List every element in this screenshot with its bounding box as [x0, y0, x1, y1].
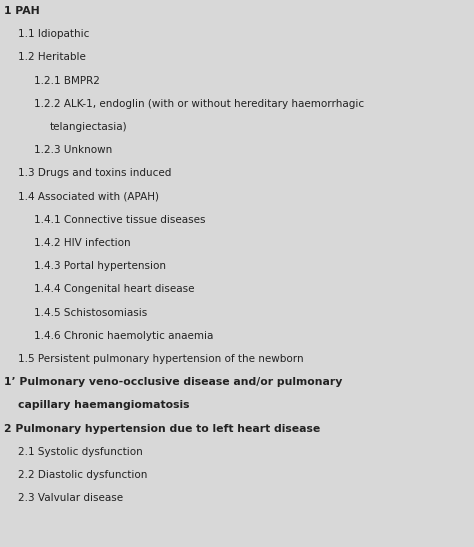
Text: 1.4.2 HIV infection: 1.4.2 HIV infection — [34, 238, 131, 248]
Text: 1.4 Associated with (APAH): 1.4 Associated with (APAH) — [18, 191, 159, 202]
Text: 1.3 Drugs and toxins induced: 1.3 Drugs and toxins induced — [18, 168, 172, 178]
Text: 1.2.3 Unknown: 1.2.3 Unknown — [34, 145, 112, 155]
Text: 2 Pulmonary hypertension due to left heart disease: 2 Pulmonary hypertension due to left hea… — [4, 423, 320, 434]
Text: 1.4.4 Congenital heart disease: 1.4.4 Congenital heart disease — [34, 284, 194, 294]
Text: telangiectasia): telangiectasia) — [50, 122, 128, 132]
Text: 1.2.1 BMPR2: 1.2.1 BMPR2 — [34, 75, 100, 85]
Text: 1.4.6 Chronic haemolytic anaemia: 1.4.6 Chronic haemolytic anaemia — [34, 331, 213, 341]
Text: capillary haemangiomatosis: capillary haemangiomatosis — [18, 400, 190, 410]
Text: 1.2.2 ALK-1, endoglin (with or without hereditary haemorrhagic: 1.2.2 ALK-1, endoglin (with or without h… — [34, 99, 364, 109]
Text: 1.5 Persistent pulmonary hypertension of the newborn: 1.5 Persistent pulmonary hypertension of… — [18, 354, 304, 364]
Text: 1.4.1 Connective tissue diseases: 1.4.1 Connective tissue diseases — [34, 215, 206, 225]
Text: 1 PAH: 1 PAH — [4, 6, 40, 16]
Text: 2.1 Systolic dysfunction: 2.1 Systolic dysfunction — [18, 447, 143, 457]
Text: 1.1 Idiopathic: 1.1 Idiopathic — [18, 29, 90, 39]
Text: 1.4.5 Schistosomiasis: 1.4.5 Schistosomiasis — [34, 307, 147, 318]
Text: 1.4.3 Portal hypertension: 1.4.3 Portal hypertension — [34, 261, 166, 271]
Text: 2.2 Diastolic dysfunction: 2.2 Diastolic dysfunction — [18, 470, 147, 480]
Text: 1.2 Heritable: 1.2 Heritable — [18, 53, 86, 62]
Text: 1’ Pulmonary veno-occlusive disease and/or pulmonary: 1’ Pulmonary veno-occlusive disease and/… — [4, 377, 342, 387]
Text: 2.3 Valvular disease: 2.3 Valvular disease — [18, 493, 123, 503]
